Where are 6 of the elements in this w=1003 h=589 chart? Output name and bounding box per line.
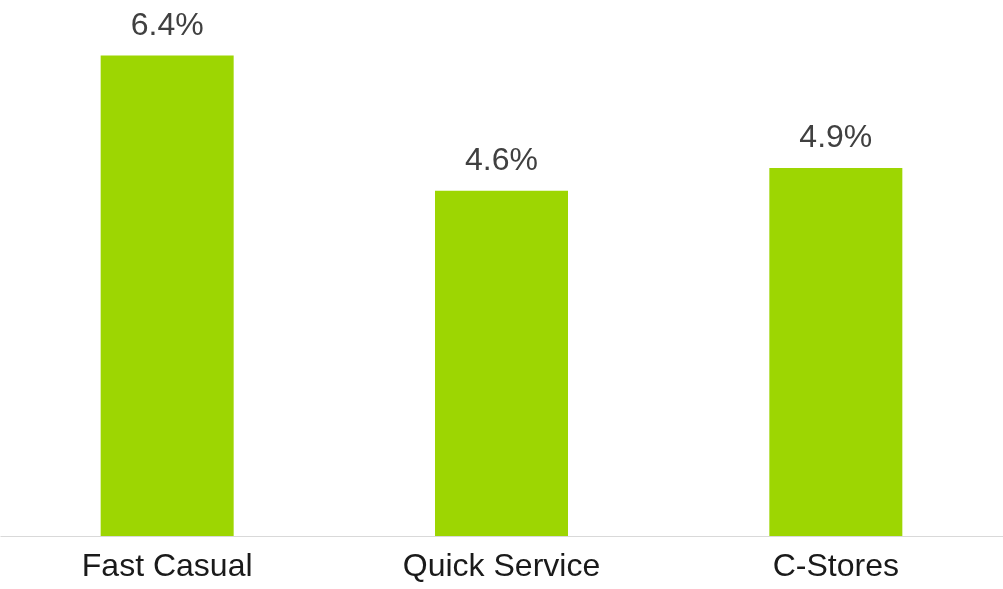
data-label: 4.9% <box>799 118 873 155</box>
x-tick-label: Fast Casual <box>81 546 253 583</box>
x-tick-label: Quick Service <box>402 546 601 583</box>
x-tick-label: C-Stores <box>772 546 899 583</box>
data-label: 4.6% <box>465 140 538 177</box>
data-label: 6.4% <box>130 5 204 42</box>
